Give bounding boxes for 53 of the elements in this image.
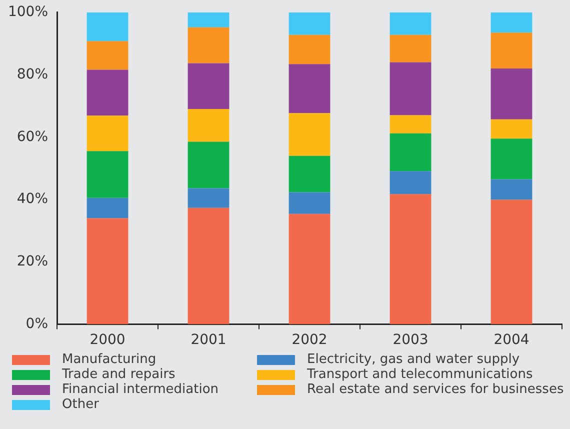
y-tick-label: 80% — [16, 66, 48, 82]
bar — [390, 133, 432, 172]
x-tick-label: 2004 — [494, 332, 530, 348]
bar — [390, 115, 432, 134]
legend-label: Real estate and services for businesses — [307, 382, 564, 397]
bar — [86, 218, 128, 324]
y-tick-label: 60% — [16, 128, 48, 145]
bar — [288, 12, 330, 35]
bar — [188, 63, 230, 110]
bar — [490, 12, 532, 33]
y-tick-label: 20% — [16, 253, 48, 270]
y-tick-label: 40% — [16, 191, 48, 208]
bar — [86, 198, 128, 218]
bar — [490, 179, 532, 200]
y-tick-label: 0% — [26, 316, 48, 332]
bar — [288, 34, 330, 64]
bar — [188, 12, 230, 28]
bar — [390, 194, 432, 324]
bar — [86, 12, 128, 42]
legend-label: Other — [62, 397, 99, 412]
legend-label: Electricity, gas and water supply — [307, 352, 520, 367]
bar — [188, 208, 230, 324]
y-tick-label: 100% — [8, 4, 48, 20]
bar — [188, 27, 230, 64]
bar — [490, 119, 532, 139]
bar — [288, 113, 330, 156]
bar — [288, 156, 330, 192]
bar — [288, 192, 330, 214]
x-tick-label: 2001 — [190, 332, 226, 348]
bar — [390, 12, 432, 35]
bar — [86, 151, 128, 198]
bar — [490, 68, 532, 120]
x-tick-label: 2002 — [292, 332, 328, 348]
bar — [188, 188, 230, 208]
bar — [188, 142, 230, 188]
legend-label: Transport and telecommunications — [307, 367, 533, 382]
bar — [86, 70, 128, 116]
bar — [390, 171, 432, 194]
bar — [390, 62, 432, 116]
legend-label: Trade and repairs — [62, 367, 176, 382]
bar — [490, 32, 532, 69]
x-tick-label: 2000 — [90, 332, 126, 348]
bar — [86, 116, 128, 152]
bar — [188, 109, 230, 142]
legend-label: Financial intermediation — [62, 382, 219, 397]
bar — [86, 41, 128, 70]
bar — [390, 34, 432, 62]
x-tick-label: 2003 — [392, 332, 428, 348]
bar — [288, 214, 330, 324]
bar — [288, 64, 330, 114]
bar — [490, 138, 532, 180]
bar — [490, 200, 532, 324]
legend-label: Manufacturing — [62, 352, 156, 367]
